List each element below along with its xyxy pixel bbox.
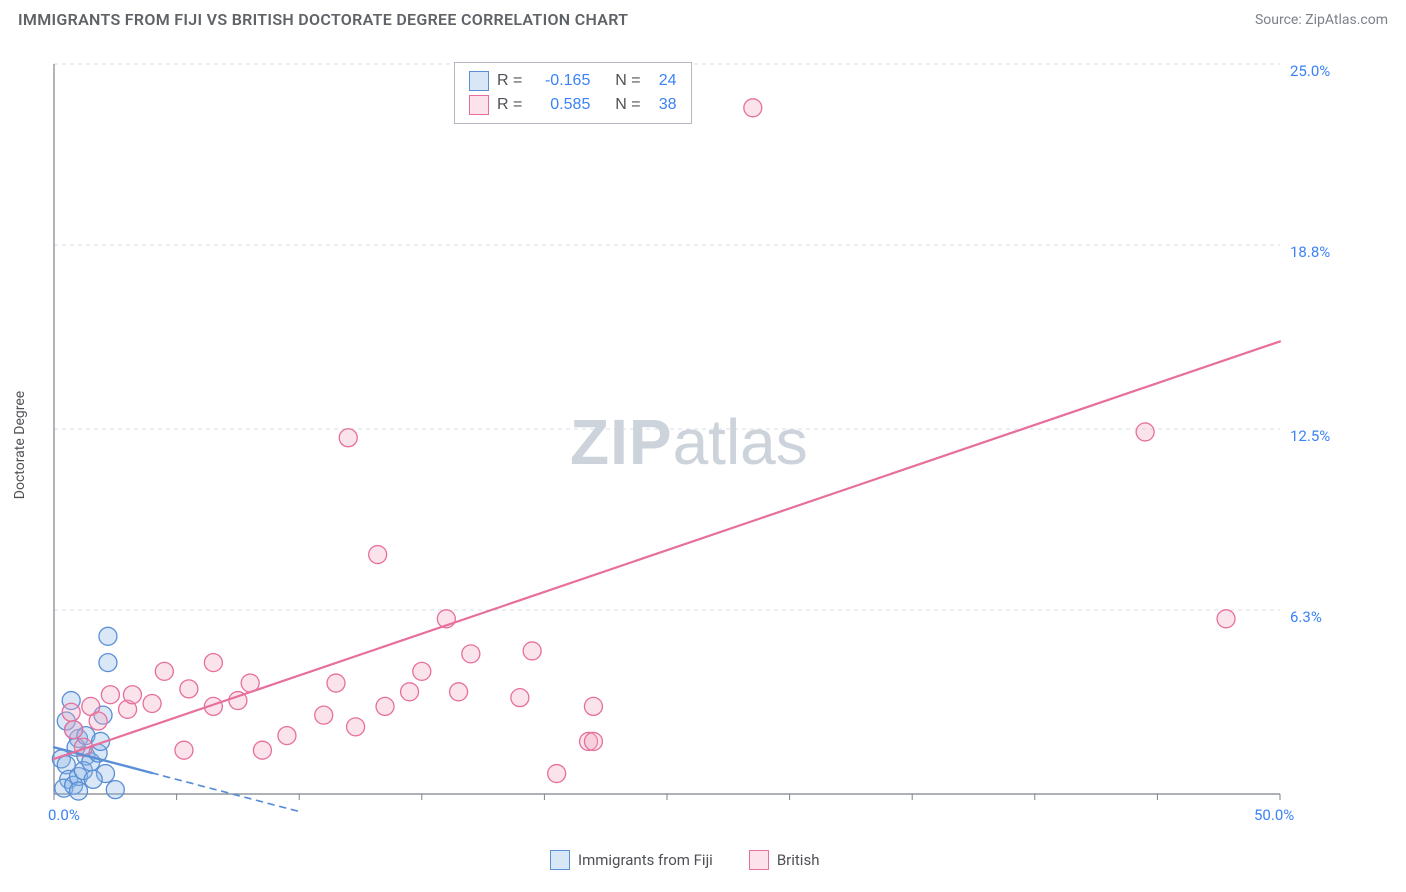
stat-n-value: 24 <box>649 69 677 93</box>
stats-legend-row: R = -0.165 N = 24 <box>469 69 677 93</box>
chart-area: Doctorate Degree ZIPatlas R =-0.165 N =2… <box>50 60 1350 830</box>
legend-swatch <box>749 850 769 870</box>
stat-r-label: R = <box>497 93 522 117</box>
y-tick-label: 25.0% <box>1290 62 1330 80</box>
y-axis-label: Doctorate Degree <box>12 391 28 499</box>
source-attribution: Source: ZipAtlas.com <box>1255 12 1388 28</box>
bottom-legend-item: British <box>749 850 820 870</box>
y-tick-label: 12.5% <box>1290 427 1330 445</box>
stat-r-value: -0.165 <box>530 69 590 93</box>
y-tick-label: 18.8% <box>1290 243 1330 261</box>
legend-series-name: British <box>777 851 820 869</box>
header-row: IMMIGRANTS FROM FIJI VS BRITISH DOCTORAT… <box>0 0 1406 29</box>
x-tick-label: 50.0% <box>1254 806 1294 824</box>
bottom-legend-item: Immigrants from Fiji <box>550 850 713 870</box>
stat-n-label: N = <box>615 93 640 117</box>
stat-n-value: 38 <box>649 93 677 117</box>
stat-r-value: 0.585 <box>530 93 590 117</box>
bottom-legend: Immigrants from Fiji British <box>550 850 819 870</box>
y-tick-label: 6.3% <box>1290 608 1322 626</box>
x-tick-label: 0.0% <box>48 806 80 824</box>
stat-n-label: N = <box>615 69 640 93</box>
chart-title: IMMIGRANTS FROM FIJI VS BRITISH DOCTORAT… <box>18 10 628 29</box>
legend-swatch <box>469 95 489 115</box>
scatter-plot <box>50 60 1350 830</box>
stats-legend-box: R = -0.165 N = 24 R = 0.585 N = 38 <box>454 62 692 124</box>
stat-r-label: R = <box>497 69 522 93</box>
stats-legend-row: R = 0.585 N = 38 <box>469 93 677 117</box>
legend-swatch <box>469 71 489 91</box>
legend-swatch <box>550 850 570 870</box>
legend-series-name: Immigrants from Fiji <box>578 851 713 869</box>
